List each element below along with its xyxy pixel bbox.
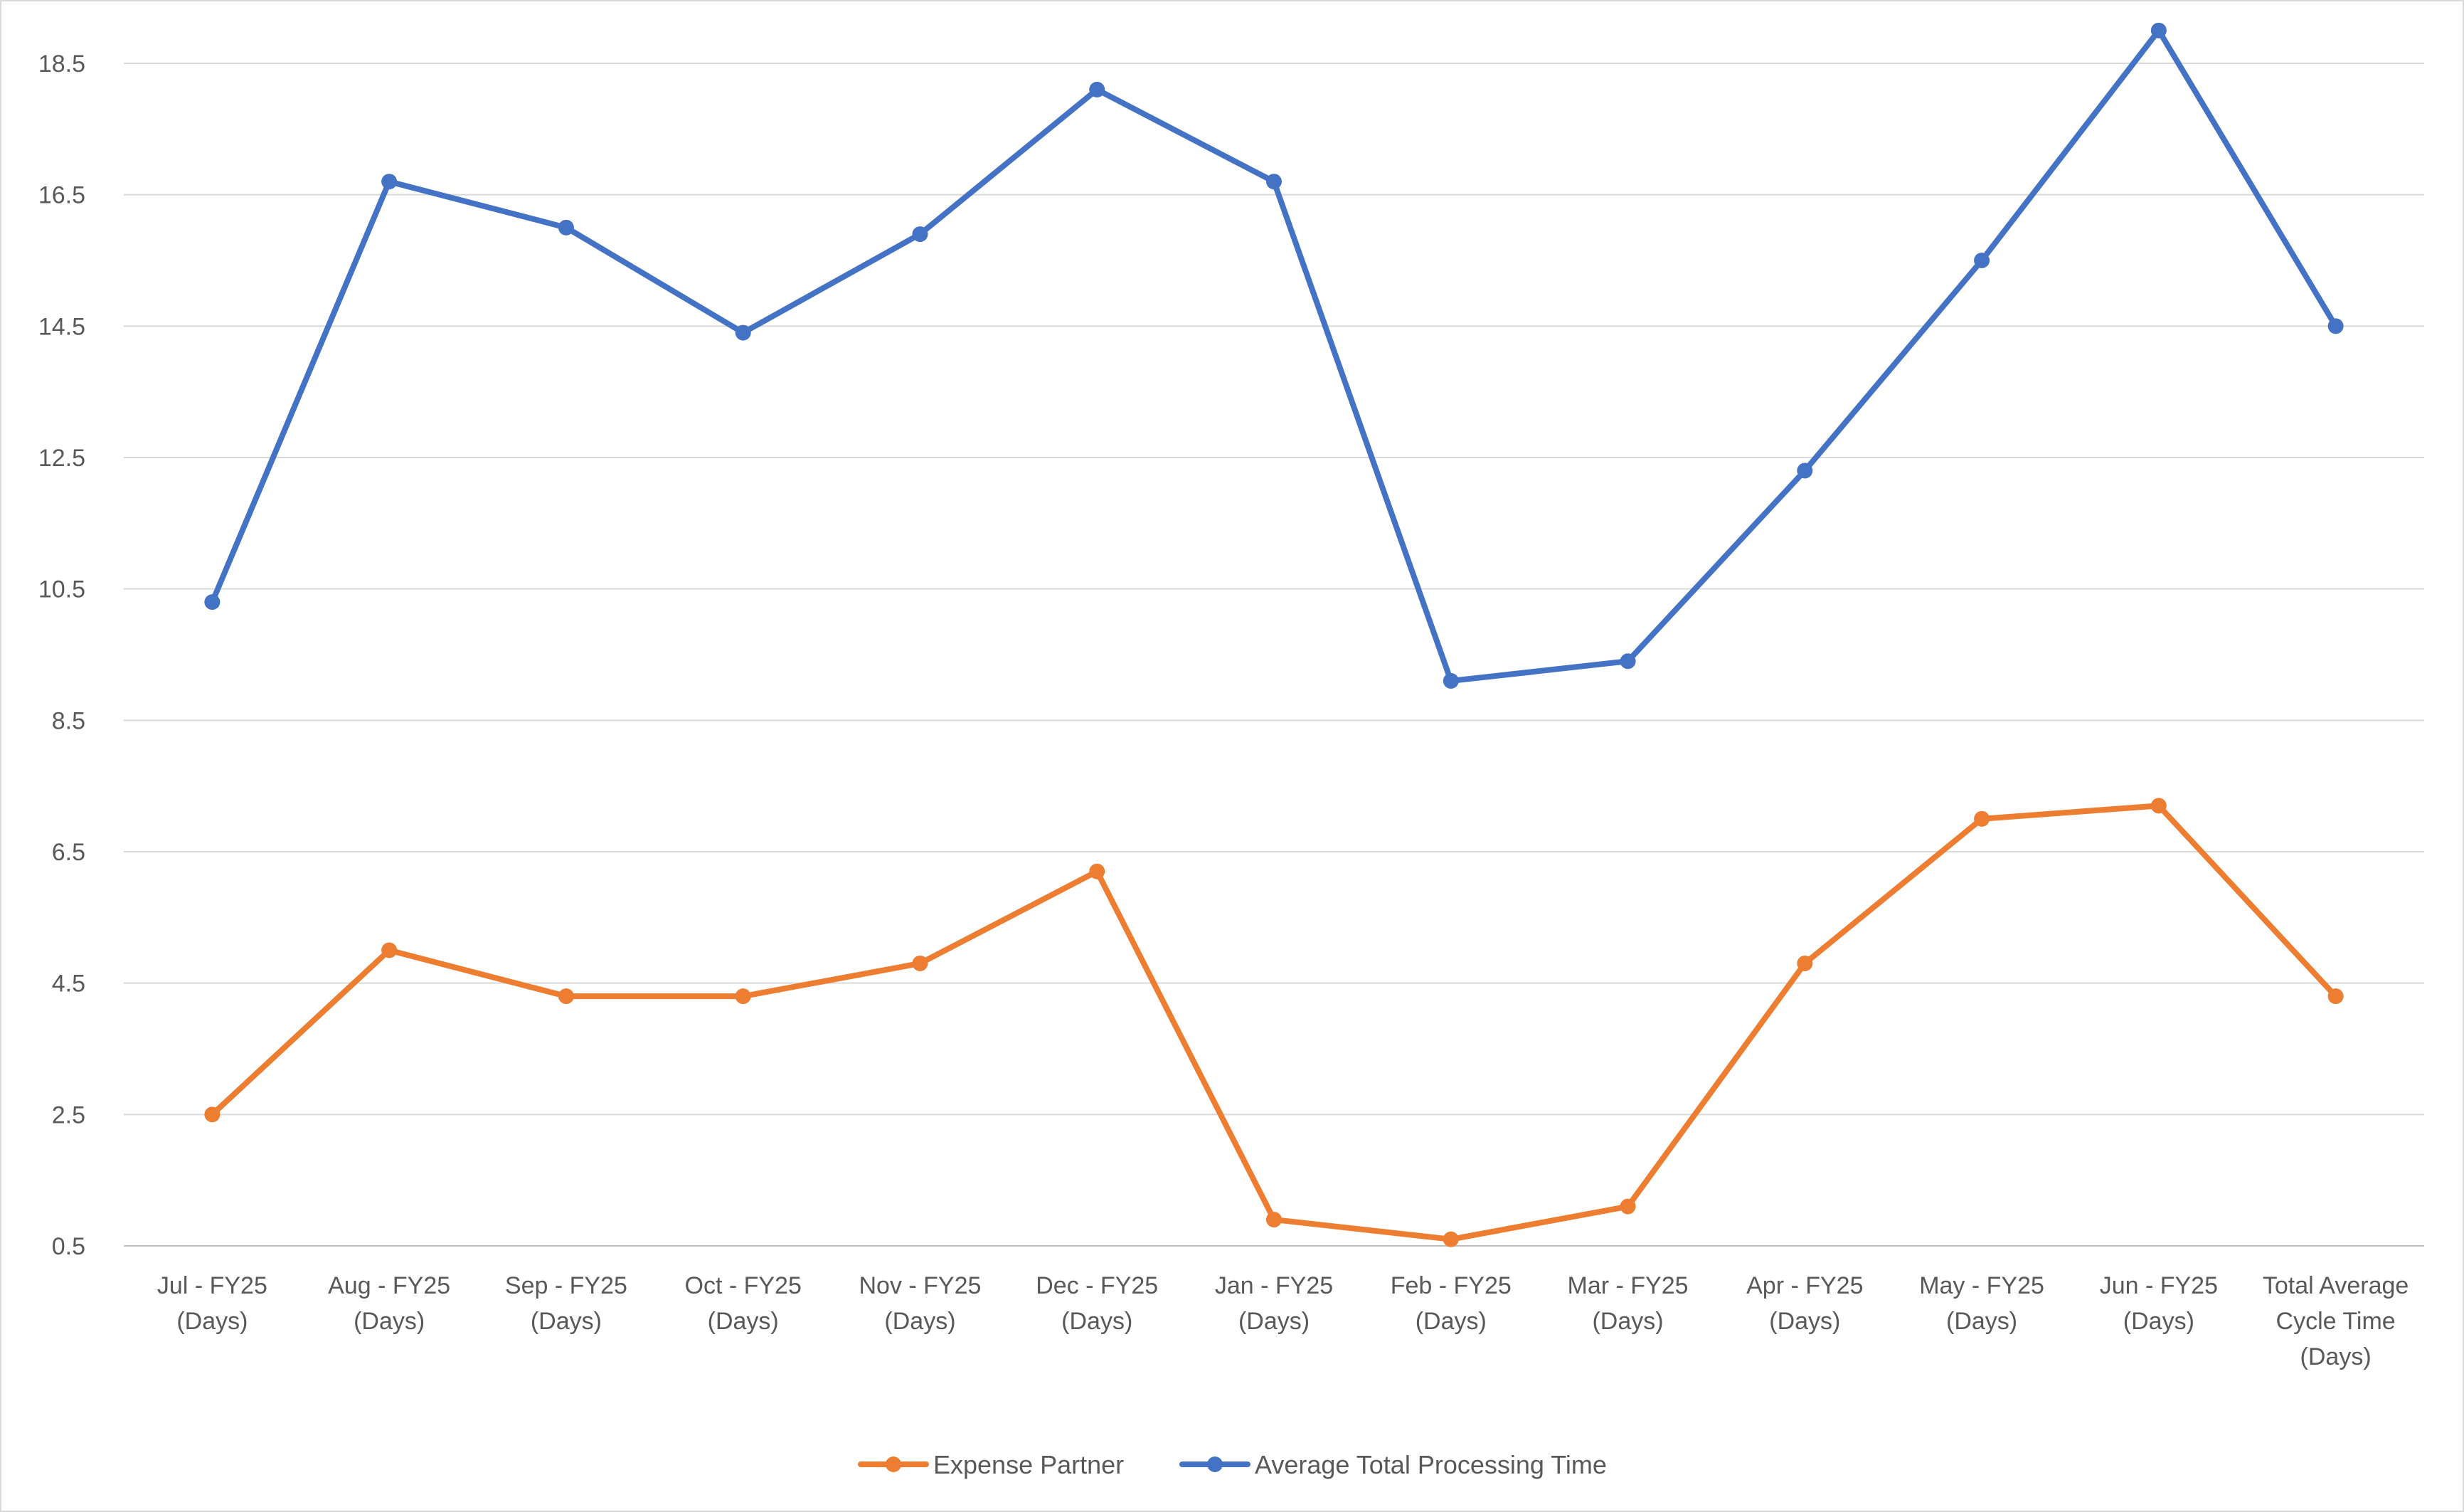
data-point: [1089, 81, 1105, 97]
data-point: [1266, 1212, 1282, 1228]
data-point: [1797, 955, 1813, 971]
data-point: [1443, 672, 1459, 689]
y-axis-ticks: 0.5 2.5 4.5 6.5 8.5 10.5 12.5 14.5 16.5 18.5: [38, 51, 85, 1260]
data-point: [2327, 988, 2344, 1005]
data-point: [1620, 653, 1636, 670]
gridlines: [124, 63, 2424, 1247]
data-point: [2150, 798, 2167, 814]
y-tick-label: 16.5: [38, 182, 85, 209]
data-point: [204, 594, 221, 610]
y-tick-label: 12.5: [38, 445, 85, 472]
data-point: [381, 174, 398, 190]
y-tick-label: 6.5: [52, 839, 85, 866]
y-tick-label: 10.5: [38, 576, 85, 603]
data-point: [1089, 863, 1105, 879]
legend-swatch-marker: [886, 1457, 901, 1472]
data-point: [1974, 810, 1990, 827]
x-tick-label: Nov - FY25 (Days): [859, 1272, 981, 1335]
legend-swatch-marker: [1207, 1457, 1223, 1472]
data-point: [558, 988, 574, 1005]
data-point: [912, 955, 928, 971]
x-tick-label: May - FY25 (Days): [1919, 1272, 2044, 1335]
x-tick-label: Jul - FY25 (Days): [157, 1272, 267, 1335]
x-tick-label: Aug - FY25 (Days): [328, 1272, 450, 1335]
data-point: [1797, 462, 1813, 479]
x-tick-label: Mar - FY25 (Days): [1568, 1272, 1689, 1335]
data-point: [1443, 1231, 1459, 1247]
data-point: [735, 324, 751, 341]
y-tick-label: 0.5: [52, 1233, 85, 1260]
legend: Expense Partner Average Total Processing …: [858, 1450, 1607, 1479]
x-tick-label: Feb - FY25 (Days): [1391, 1272, 1512, 1335]
y-tick-label: 8.5: [52, 707, 85, 734]
y-tick-label: 18.5: [38, 51, 85, 78]
x-axis-ticks: Jul - FY25 (Days) Aug - FY25 (Days) Sep - FY…: [157, 1272, 2409, 1370]
y-tick-label: 14.5: [38, 313, 85, 340]
x-tick-label: Oct - FY25 (Days): [685, 1272, 802, 1335]
data-point: [735, 988, 751, 1005]
data-point: [2327, 318, 2344, 334]
series-0: [204, 798, 2344, 1247]
data-point: [2150, 22, 2167, 38]
x-tick-label: Apr - FY25 (Days): [1746, 1272, 1863, 1335]
x-tick-label: Jan - FY25 (Days): [1215, 1272, 1333, 1335]
legend-item-1: Average Total Processing Time: [1179, 1450, 1607, 1479]
data-point: [558, 219, 574, 236]
data-point: [204, 1106, 221, 1123]
y-tick-label: 4.5: [52, 971, 85, 998]
series-line: [209, 803, 2339, 1242]
x-tick-label: Jun - FY25 (Days): [2100, 1272, 2218, 1335]
data-point: [1620, 1198, 1636, 1215]
legend-label: Average Total Processing Time: [1255, 1450, 1607, 1479]
series-layer: [204, 22, 2344, 1247]
y-tick-label: 2.5: [52, 1101, 85, 1128]
data-point: [381, 942, 398, 958]
x-tick-label: Total Average Cycle Time (Days): [2263, 1272, 2409, 1370]
series-1: [204, 22, 2344, 689]
data-point: [912, 226, 928, 243]
legend-label: Expense Partner: [933, 1450, 1124, 1479]
series-line: [209, 27, 2339, 684]
legend-item-0: Expense Partner: [858, 1450, 1124, 1479]
data-point: [1974, 253, 1990, 268]
x-tick-label: Sep - FY25 (Days): [505, 1272, 627, 1335]
x-tick-label: Dec - FY25 (Days): [1036, 1272, 1158, 1335]
data-point: [1266, 174, 1282, 190]
